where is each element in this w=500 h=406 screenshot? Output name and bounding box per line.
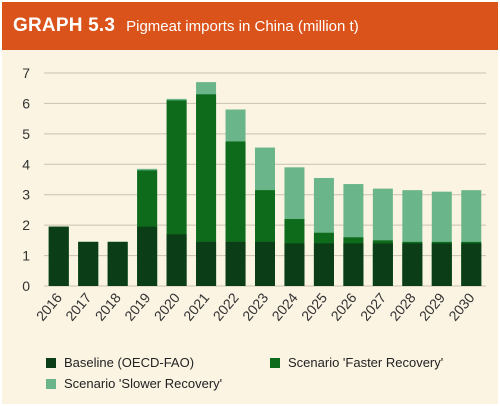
bar-baseline [196, 241, 217, 286]
x-tick-label: 2021 [180, 289, 212, 323]
x-axis: 2016201720182019202020212022202320242025… [33, 289, 478, 323]
x-tick-label: 2025 [298, 289, 330, 323]
x-tick-label: 2016 [33, 289, 65, 323]
figure-header: GRAPH 5.3 Pigmeat imports in China (mill… [2, 2, 498, 50]
y-tick-label: 1 [22, 248, 30, 264]
legend-label-slower: Scenario 'Slower Recovery' [64, 376, 223, 391]
x-tick-label: 2028 [386, 289, 418, 323]
x-tick-label: 2020 [151, 289, 183, 323]
y-tick-label: 2 [22, 217, 30, 233]
legend-item-faster: Scenario 'Faster Recovery' [270, 355, 443, 370]
bar-baseline [284, 243, 305, 286]
bar-baseline [78, 241, 99, 286]
bar-baseline [48, 226, 69, 286]
figure-number: GRAPH 5.3 [13, 15, 116, 36]
y-tick-label: 0 [22, 278, 30, 294]
legend-swatch-slower [46, 378, 56, 389]
x-tick-label: 2029 [416, 289, 448, 323]
x-tick-label: 2017 [62, 289, 94, 323]
y-tick-label: 3 [22, 187, 30, 203]
y-tick-label: 7 [22, 65, 30, 81]
x-tick-label: 2024 [268, 289, 300, 323]
legend-item-baseline: Baseline (OECD-FAO) [46, 355, 194, 370]
y-tick-label: 4 [22, 156, 30, 172]
bar-baseline [166, 234, 187, 286]
bar-baseline [431, 243, 452, 286]
bar-baseline [313, 243, 334, 286]
bar-baseline [137, 226, 158, 286]
bars [48, 82, 482, 286]
legend-label-baseline: Baseline (OECD-FAO) [64, 355, 195, 370]
y-tick-label: 6 [22, 95, 30, 111]
legend-swatch-baseline [46, 357, 56, 368]
bar-faster-recovery [196, 94, 217, 286]
legend-item-slower: Scenario 'Slower Recovery' [46, 376, 222, 391]
bar-baseline [343, 243, 364, 286]
bar-baseline [225, 241, 246, 286]
x-tick-label: 2018 [92, 289, 124, 323]
x-tick-label: 2019 [121, 289, 153, 323]
x-tick-label: 2030 [445, 289, 477, 323]
bar-baseline [255, 241, 275, 286]
bar-baseline [372, 243, 393, 286]
legend-label-faster: Scenario 'Faster Recovery' [288, 355, 444, 370]
figure-title: Pigmeat imports in China (million t) [126, 17, 359, 35]
x-tick-label: 2023 [239, 289, 271, 323]
y-tick-label: 5 [22, 126, 30, 142]
bar-baseline [107, 241, 128, 286]
x-tick-label: 2027 [357, 289, 389, 323]
bar-baseline [402, 243, 423, 286]
legend-swatch-faster [270, 357, 280, 368]
x-tick-label: 2022 [210, 289, 242, 323]
bar-baseline [461, 243, 482, 286]
y-axis: 0 1 2 3 4 5 6 7 [22, 65, 30, 294]
x-tick-label: 2026 [327, 289, 359, 323]
